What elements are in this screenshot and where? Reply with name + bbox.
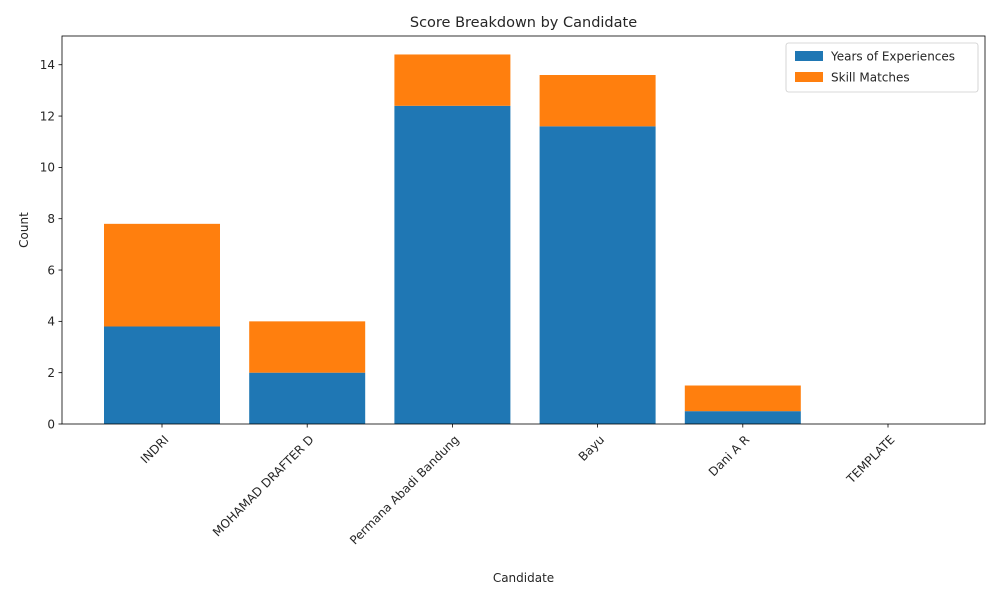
legend: Years of Experiences Skill Matches	[785, 42, 979, 93]
y-tick-label: 12	[40, 109, 55, 123]
x-tick-label: INDRI	[138, 433, 172, 467]
bar-skills-2	[394, 54, 511, 106]
y-tick-label: 8	[47, 212, 55, 226]
bar-skills-1	[249, 321, 366, 373]
x-axis-label: Candidate	[493, 571, 554, 585]
legend-box	[785, 42, 979, 93]
bars-layer	[104, 54, 801, 425]
legend-label-0: Years of Experiences	[830, 50, 955, 64]
x-tick-label: Dani A R	[706, 433, 752, 479]
legend-swatch-1	[795, 72, 823, 82]
y-tick-label: 0	[47, 417, 55, 431]
bar-skills-0	[104, 223, 220, 327]
bar-skills-3	[539, 75, 656, 127]
bar-years-4	[684, 411, 801, 424]
bar-skills-4	[684, 385, 801, 412]
x-axis: INDRI MOHAMAD DRAFTER D Permana Abadi Band…	[138, 424, 898, 547]
y-tick-label: 2	[47, 366, 55, 380]
legend-swatch-0	[795, 51, 823, 61]
bar-years-1	[249, 372, 366, 424]
x-tick-label: TEMPLATE	[843, 433, 897, 487]
x-tick-label: MOHAMAD DRAFTER D	[210, 433, 317, 540]
x-tick-label: Permana Abadi Bandung	[347, 433, 462, 548]
chart-title: Score Breakdown by Candidate	[410, 15, 637, 31]
y-tick-label: 10	[40, 161, 55, 175]
x-tick-label: Bayu	[576, 433, 607, 464]
y-axis-label: Count	[17, 212, 31, 248]
bar-years-0	[104, 326, 220, 424]
y-tick-label: 4	[47, 315, 55, 329]
legend-label-1: Skill Matches	[831, 71, 910, 85]
y-axis: 0 2 4 6 8 10 12 14	[40, 58, 62, 431]
bar-years-3	[539, 126, 656, 425]
plot-frame	[61, 35, 986, 425]
y-tick-label: 14	[40, 58, 55, 72]
bar-years-2	[394, 105, 511, 424]
y-tick-label: 6	[47, 263, 55, 277]
